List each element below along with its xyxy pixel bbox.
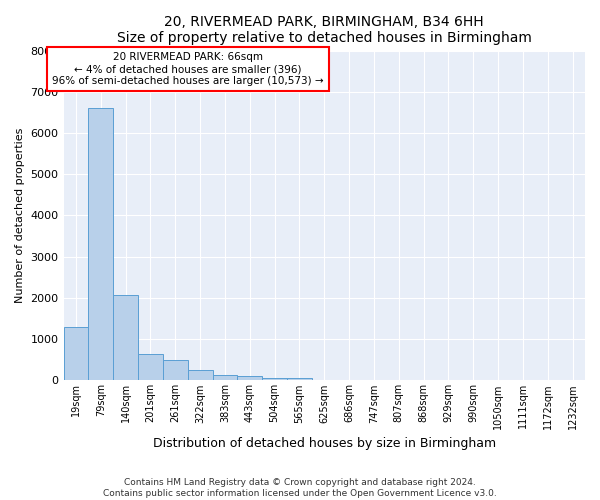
Bar bbox=[188, 370, 212, 380]
Bar bbox=[262, 378, 287, 380]
Title: 20, RIVERMEAD PARK, BIRMINGHAM, B34 6HH
Size of property relative to detached ho: 20, RIVERMEAD PARK, BIRMINGHAM, B34 6HH … bbox=[117, 15, 532, 45]
X-axis label: Distribution of detached houses by size in Birmingham: Distribution of detached houses by size … bbox=[153, 437, 496, 450]
Text: Contains HM Land Registry data © Crown copyright and database right 2024.
Contai: Contains HM Land Registry data © Crown c… bbox=[103, 478, 497, 498]
Bar bbox=[64, 327, 88, 380]
Bar bbox=[138, 354, 163, 380]
Bar bbox=[113, 294, 138, 380]
Bar bbox=[163, 360, 188, 380]
Text: 20 RIVERMEAD PARK: 66sqm
← 4% of detached houses are smaller (396)
96% of semi-d: 20 RIVERMEAD PARK: 66sqm ← 4% of detache… bbox=[52, 52, 323, 86]
Y-axis label: Number of detached properties: Number of detached properties bbox=[15, 128, 25, 303]
Bar bbox=[88, 108, 113, 380]
Bar bbox=[238, 376, 262, 380]
Bar bbox=[212, 375, 238, 380]
Bar bbox=[287, 378, 312, 380]
